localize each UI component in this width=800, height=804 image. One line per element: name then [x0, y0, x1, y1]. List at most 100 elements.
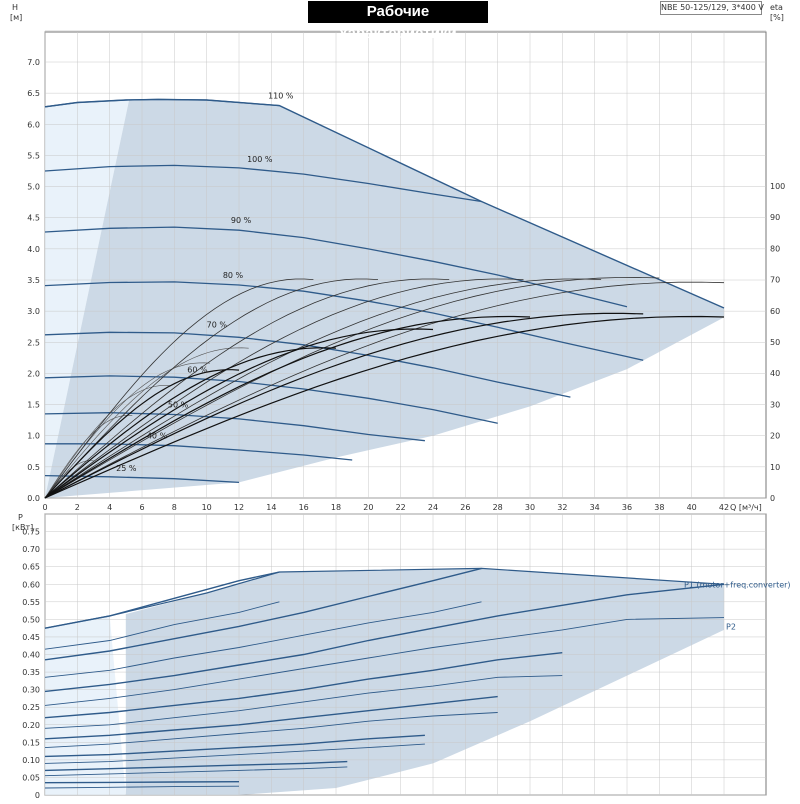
efficiency-curve-medium: [44, 278, 524, 499]
efficiency-curve-medium: [44, 278, 314, 499]
y-tick-label: 5.0: [27, 183, 40, 192]
p1-curve: [44, 781, 240, 784]
efficiency-curve-thick: [44, 312, 644, 499]
p-tick-label: 0.25: [22, 703, 40, 712]
p-tick-label: 0.30: [22, 686, 40, 695]
y-tick-label: 7.0: [27, 58, 40, 67]
efficiency-curve-medium: [44, 278, 450, 499]
eta-tick-label: 30: [770, 400, 780, 409]
x-tick-label: 6: [139, 503, 144, 512]
eta-tick-label: 0: [770, 494, 775, 503]
eta-axis-label: eta: [770, 3, 783, 12]
y-tick-label: 0.0: [27, 494, 40, 503]
x-tick-label: 16: [299, 503, 309, 512]
x-tick-label: 18: [331, 503, 341, 512]
y-axis-unit: [м]: [10, 13, 22, 22]
eta-axis-unit: [%]: [770, 13, 784, 22]
efficiency-curve-medium: [44, 278, 379, 499]
head-curve-label: 40 %: [147, 431, 168, 440]
x-tick-label: 8: [172, 503, 177, 512]
head-curve: [44, 226, 628, 308]
head-curve-label: 50 %: [168, 400, 189, 409]
head-curve: [45, 443, 353, 461]
x-tick-label: 30: [525, 503, 535, 512]
efficiency-curve-medium: [44, 281, 725, 499]
efficiency-curve-thick: [44, 315, 725, 499]
p2-curve: [44, 601, 482, 678]
eta-tick-label: 10: [770, 463, 780, 472]
efficiency-curve-thin: [44, 347, 249, 499]
y-tick-label: 6.5: [27, 89, 40, 98]
head-curve: [44, 474, 240, 484]
x-tick-label: 2: [75, 503, 80, 512]
p-tick-label: 0.10: [22, 756, 40, 765]
eta-tick-label: 80: [770, 244, 780, 253]
p2-curve: [44, 712, 498, 749]
eta-tick-label: 100: [770, 182, 785, 191]
x-tick-label: 34: [590, 503, 600, 512]
head-curve-label: 100 %: [247, 155, 273, 164]
x-tick-label: 40: [687, 503, 697, 512]
y-tick-label: 4.0: [27, 245, 40, 254]
head-curve-label: 90 %: [231, 216, 252, 225]
chart-title: Рабочие характеристики: [308, 1, 488, 42]
x-tick-label: 4: [107, 503, 112, 512]
p2-curve: [44, 675, 563, 729]
y-tick-label: 2.5: [27, 338, 40, 347]
p-tick-label: 0.55: [22, 598, 40, 607]
p-tick-label: 0.05: [22, 773, 40, 782]
x-tick-label: 14: [266, 503, 276, 512]
x-tick-label: 32: [557, 503, 567, 512]
p1-curve: [44, 652, 563, 719]
p-tick-label: 0.45: [22, 633, 40, 642]
bottom-dark-area: [45, 568, 724, 795]
x-tick-label: 0: [42, 503, 47, 512]
x-tick-label: 38: [654, 503, 664, 512]
x-tick-label: 20: [363, 503, 373, 512]
efficiency-curve-thick: [44, 369, 240, 499]
head-curve-label: 25 %: [116, 464, 137, 473]
y-axis-label: H: [12, 3, 18, 12]
p1-curve: [44, 567, 482, 661]
model-label: NBE 50-125/129, 3*400 V: [660, 1, 764, 15]
y-tick-label: 6.0: [27, 120, 40, 129]
eta-tick-label: 70: [770, 276, 780, 285]
p1-curve: [44, 760, 348, 772]
head-curve-label: 80 %: [223, 271, 244, 280]
bottom-light-area: [45, 615, 126, 795]
head-curve-label: 110 %: [268, 91, 294, 100]
head-curve: [44, 98, 280, 108]
x-tick-label: 22: [396, 503, 406, 512]
eta-tick-label: 50: [770, 338, 780, 347]
y-tick-label: 5.5: [27, 151, 40, 160]
y-tick-label: 2.0: [27, 369, 40, 378]
eta-tick-label: 20: [770, 432, 780, 441]
p-tick-label: 0: [35, 791, 40, 800]
efficiency-curve-medium: [44, 278, 602, 499]
p2-curve: [44, 617, 725, 706]
p2-series-label: P2: [726, 622, 736, 631]
p-axis-unit: [кВт]: [12, 523, 33, 532]
p1-series-label: P1 (motor+freq.converter): [684, 580, 791, 589]
p2-curve: [44, 766, 348, 777]
x-tick-label: 24: [428, 503, 438, 512]
p2-curve: [44, 601, 280, 650]
p1-curve: [44, 734, 425, 758]
p1-curve: [44, 583, 725, 693]
p-tick-label: 0.15: [22, 738, 40, 747]
x-tick-label: 10: [202, 503, 212, 512]
head-curve: [44, 164, 482, 203]
p-tick-label: 0.20: [22, 721, 40, 730]
x-tick-label: 12: [234, 503, 244, 512]
p-tick-label: 0.60: [22, 580, 40, 589]
efficiency-curve-thick: [44, 347, 337, 499]
y-tick-label: 4.5: [27, 214, 40, 223]
bottom-max-curve: [44, 567, 725, 629]
eta-tick-label: 60: [770, 307, 780, 316]
efficiency-curve-thick: [44, 328, 434, 499]
p-tick-label: 0.50: [22, 615, 40, 624]
y-tick-label: 1.0: [27, 432, 40, 441]
efficiency-curve-thick: [44, 315, 531, 499]
p-tick-label: 0.70: [22, 545, 40, 554]
